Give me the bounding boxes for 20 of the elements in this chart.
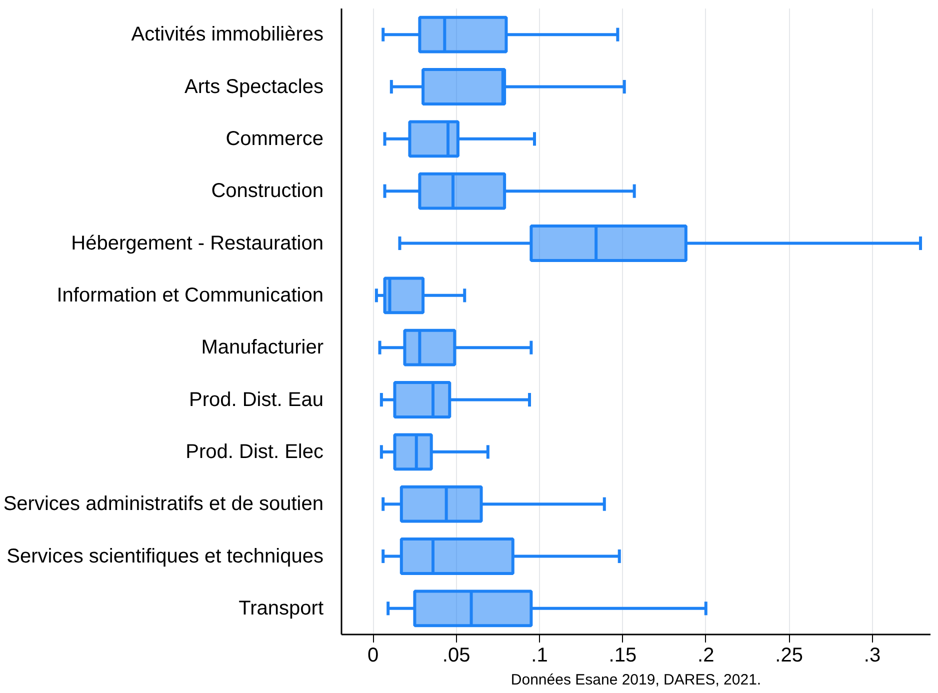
y-tick-label: Activités immobilières <box>131 24 324 46</box>
y-tick-label: Transport <box>238 597 324 620</box>
y-tick-label: Prod. Dist. Eau <box>189 388 324 411</box>
x-tick-label: .2 <box>698 644 714 666</box>
y-tick-label: Commerce <box>226 128 324 150</box>
x-tick-label: .3 <box>864 644 881 666</box>
y-tick-label: Manufacturier <box>201 336 324 359</box>
x-tick-label: .25 <box>775 644 803 666</box>
y-tick-label: Information et Communication <box>56 284 324 306</box>
x-tick-label: .05 <box>442 644 470 666</box>
y-tick-label: Arts Spectacles <box>184 76 324 98</box>
y-tick-label: Prod. Dist. Elec <box>186 440 324 463</box>
y-tick-label: Services administratifs et de soutien <box>3 493 324 516</box>
x-tick-label: .1 <box>531 644 548 666</box>
text: Données Esane 2019, DARES, 2021. <box>510 672 762 688</box>
x-tick-label: .15 <box>608 644 637 666</box>
y-tick-label: Services scientifiques et techniques <box>6 545 324 568</box>
x-tick-label: 0 <box>368 644 379 666</box>
y-tick-label: Hébergement - Restauration <box>71 232 324 254</box>
y-tick-label: Construction <box>211 180 324 202</box>
